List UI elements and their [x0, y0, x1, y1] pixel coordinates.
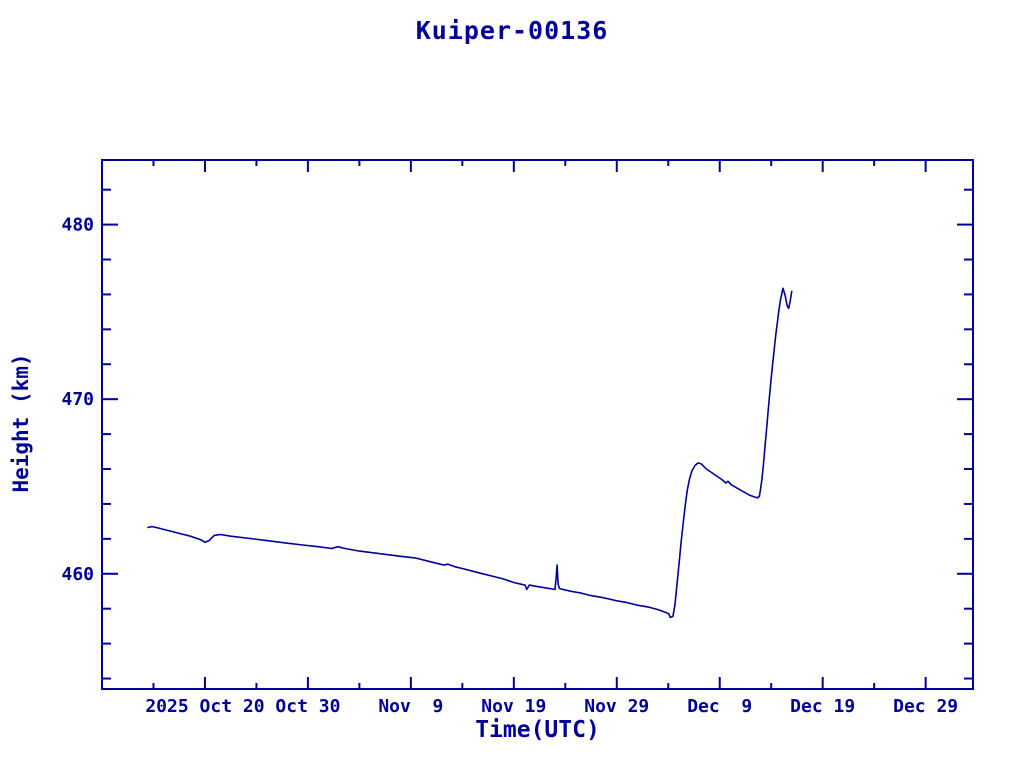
x-axis-title: Time(UTC)	[475, 717, 600, 743]
plot-frame	[101, 159, 974, 690]
x-tick-label: 2025 Oct 20	[145, 696, 264, 717]
y-tick-label: 460	[61, 564, 94, 585]
y-tick-label: 470	[61, 389, 94, 410]
chart-title: Kuiper-00136	[415, 16, 609, 45]
x-tick-label: Nov 29	[584, 696, 649, 717]
x-tick-label: Nov 9	[378, 696, 443, 717]
height-series-line	[147, 287, 793, 619]
x-tick-label: Nov 19	[481, 696, 546, 717]
x-tick-label: Oct 30	[275, 696, 340, 717]
x-tick-label: Dec 19	[790, 696, 855, 717]
x-tick-label: Dec 29	[893, 696, 958, 717]
x-tick-label: Dec 9	[687, 696, 752, 717]
y-tick-label: 480	[61, 215, 94, 236]
